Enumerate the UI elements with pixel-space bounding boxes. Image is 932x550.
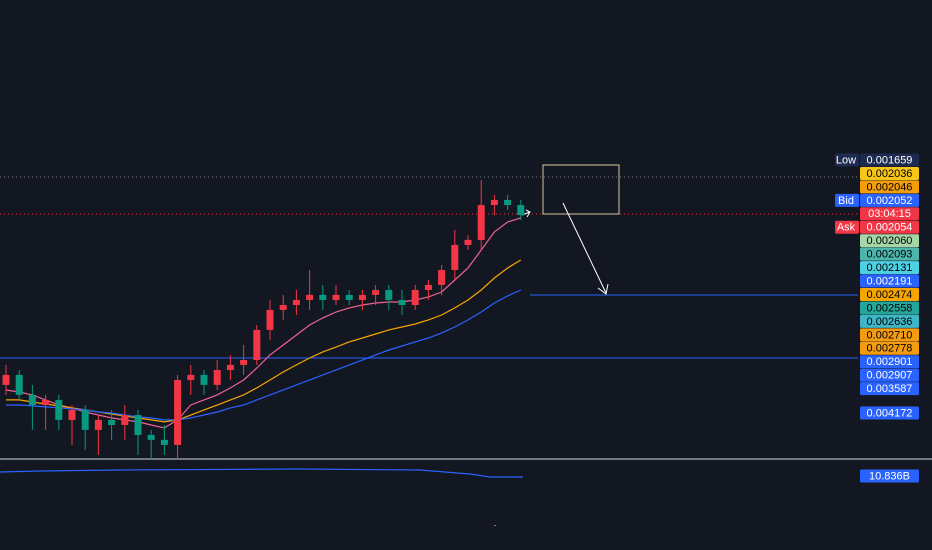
candle-body: [358, 294, 366, 300]
price-label: 10.836B: [869, 470, 910, 482]
price-label: 0.002901: [867, 356, 913, 368]
price-label: 0.002093: [867, 249, 913, 261]
candle-body: [411, 289, 419, 306]
moving-average: [5, 217, 521, 429]
candle-body: [385, 289, 393, 300]
price-label-box: [860, 288, 919, 301]
candle-body: [81, 409, 89, 430]
candle-body: [147, 434, 155, 440]
price-label: 0.002907: [867, 370, 913, 382]
price-label: 0.002060: [867, 235, 913, 247]
price-label-box: [860, 382, 919, 396]
price-label-box: [860, 180, 919, 194]
candle-body: [15, 374, 23, 395]
candle-body: [68, 409, 76, 420]
price-label: 0.002052: [867, 195, 913, 207]
candle-body: [464, 239, 472, 245]
price-label: 0.004172: [867, 407, 913, 419]
candle-body: [477, 205, 485, 240]
price-label: 0.002054: [867, 222, 913, 234]
price-label-box: [860, 207, 919, 221]
candle-body: [134, 414, 142, 435]
price-tag-box: [835, 153, 859, 167]
volume-line: [0, 468, 523, 478]
price-label-box: [860, 166, 919, 180]
candle-body: [490, 199, 498, 206]
candle-body: [28, 394, 36, 406]
candle-body: [398, 299, 406, 306]
candles: [2, 180, 525, 460]
candle-body: [292, 299, 300, 306]
price-label-box: [860, 301, 919, 315]
price-label-box: [860, 234, 919, 248]
price-label-box: [860, 469, 919, 483]
candle-body: [266, 309, 274, 330]
candle-body: [517, 205, 525, 216]
candle-body: [438, 270, 446, 285]
candle-body: [253, 329, 261, 361]
price-label-box: [860, 328, 919, 342]
price-label-box: [860, 153, 919, 167]
candle-body: [108, 419, 116, 425]
price-label: 0.001659: [867, 154, 913, 166]
ribbon: [5, 217, 522, 429]
arrow-head: [597, 283, 609, 295]
price-label: 0.002036: [867, 168, 913, 180]
price-label-box: [860, 261, 919, 275]
candle-body: [345, 294, 353, 300]
price-label-box: [860, 368, 919, 382]
candle-body: [306, 294, 314, 300]
candle-body: [200, 374, 208, 385]
candle-body: [240, 360, 248, 365]
rectangle-drawing: [542, 164, 620, 215]
price-tag-box: [835, 220, 859, 234]
price-label: 0.002474: [867, 289, 913, 301]
price-label: 0.002046: [867, 181, 913, 193]
moving-average: [6, 289, 522, 421]
price-label: 0.002191: [867, 275, 913, 287]
price-tag-box: [835, 193, 859, 207]
price-label: 0.002710: [867, 329, 913, 341]
candle-body: [424, 284, 432, 290]
price-label-box: [860, 406, 919, 420]
price-label-box: [860, 355, 919, 369]
price-label: 0.002131: [867, 262, 913, 274]
arrow-drawing: [562, 202, 607, 294]
candle-body: [187, 374, 195, 380]
dot: [494, 525, 496, 526]
candle-body: [55, 399, 63, 420]
candle-body: [372, 289, 380, 295]
price-label: 0.002636: [867, 316, 913, 328]
price-tag: Ask: [837, 222, 856, 234]
candle-body: [332, 294, 340, 300]
price-label-box: [860, 220, 919, 234]
price-label-box: [860, 274, 919, 288]
price-label: 0.002778: [867, 343, 913, 355]
price-tag: Low: [836, 154, 856, 166]
price-label: 0.003587: [867, 383, 913, 395]
candle-body: [213, 369, 221, 385]
price-label: 0.002558: [867, 302, 913, 314]
candle-body: [2, 374, 10, 385]
candle-body: [504, 199, 512, 206]
candle-body: [174, 379, 182, 445]
candle-body: [121, 414, 129, 425]
candle-body: [160, 439, 168, 445]
price-label-box: [860, 247, 919, 261]
candle-body: [226, 364, 234, 370]
candle-body: [279, 305, 287, 310]
price-label: 03:04:15: [868, 208, 911, 220]
price-label-box: [860, 341, 919, 355]
price-label-box: [860, 314, 919, 328]
price-tag: Bid: [838, 195, 854, 207]
candle-body: [451, 244, 459, 271]
candle-body: [319, 294, 327, 300]
candle-body: [42, 399, 50, 406]
candle-body: [94, 419, 102, 430]
price-label-box: [860, 193, 919, 207]
